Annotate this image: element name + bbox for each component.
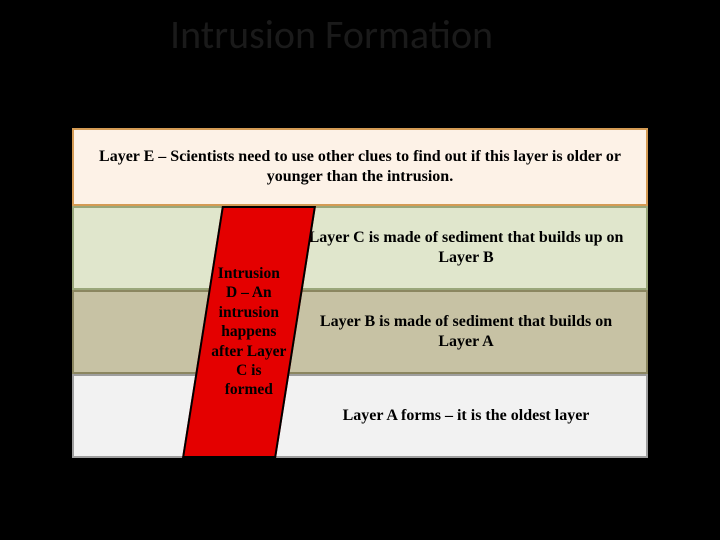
layer-e-label: Layer E – Scientists need to use other c… — [97, 147, 623, 187]
intrusion-d-label: Intrusion D – An intrusion happens after… — [211, 264, 287, 400]
page-title: Intrusion Formation — [170, 10, 590, 59]
layer-b-label: Layer B is made of sediment that builds … — [306, 312, 626, 352]
layer-b: Layer B is made of sediment that builds … — [72, 290, 648, 374]
title-wrap: Intrusion Formation — [170, 10, 590, 59]
layer-e: Layer E – Scientists need to use other c… — [72, 128, 648, 206]
layer-c-label: Layer C is made of sediment that builds … — [306, 228, 626, 268]
layer-c: Layer C is made of sediment that builds … — [72, 206, 648, 290]
layer-a: Layer A forms – it is the oldest layer — [72, 374, 648, 458]
slide: Intrusion Formation Layer E – Scientists… — [0, 0, 720, 540]
layer-a-label: Layer A forms – it is the oldest layer — [306, 406, 626, 426]
intrusion-diagram: Layer E – Scientists need to use other c… — [72, 128, 648, 458]
